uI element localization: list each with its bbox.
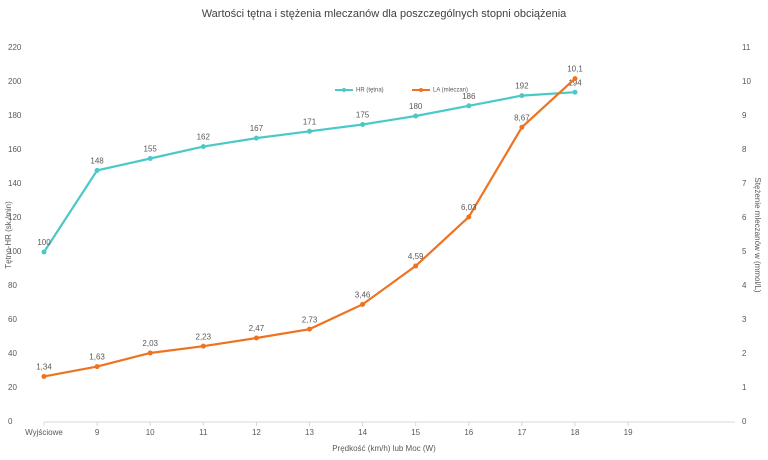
- y2-tick-label: 1: [742, 383, 747, 392]
- point: [41, 249, 47, 255]
- y2-tick-label: 0: [742, 417, 747, 426]
- data-label: 194: [568, 78, 582, 87]
- data-label: 2,73: [302, 315, 318, 324]
- data-label: 1,34: [36, 363, 52, 372]
- y-tick-label: 20: [8, 383, 17, 392]
- x-tick-label: 13: [305, 428, 314, 437]
- y-axis-title: Tętno-HR (sk./min): [4, 201, 13, 269]
- y2-axis-title: Stężenie mleczanów w (mmol/L): [753, 177, 762, 292]
- x-tick-label: 12: [252, 428, 261, 437]
- data-label: 8,67: [514, 113, 530, 122]
- data-label: 10,1: [567, 65, 583, 74]
- point: [94, 364, 100, 370]
- data-label: 148: [90, 157, 104, 166]
- data-label: 4,59: [408, 252, 424, 261]
- legend-marker: [419, 88, 423, 92]
- point: [519, 124, 525, 130]
- y2-tick-label: 10: [742, 77, 751, 86]
- data-label: 2,03: [142, 339, 158, 348]
- data-label: 6,03: [461, 203, 477, 212]
- y2-tick-label: 11: [742, 43, 751, 52]
- point: [360, 301, 366, 307]
- y-tick-label: 180: [8, 111, 22, 120]
- x-tick-label: 18: [571, 428, 580, 437]
- point: [147, 156, 153, 161]
- x-axis-title: Prędkość (km/h) lub Moc (W): [332, 444, 436, 453]
- y-tick-label: 140: [8, 179, 22, 188]
- data-label: 155: [144, 145, 158, 154]
- x-tick-label: 11: [199, 428, 208, 437]
- y2-tick-label: 7: [742, 179, 747, 188]
- x-tick-label: 10: [146, 428, 155, 437]
- legend-label: HR (tętna): [356, 88, 384, 94]
- data-label: 186: [462, 92, 476, 101]
- point: [147, 350, 153, 356]
- y-tick-label: 80: [8, 281, 17, 290]
- data-label: 1,63: [89, 353, 105, 362]
- point: [413, 263, 419, 269]
- y-tick-label: 200: [8, 77, 22, 86]
- y2-tick-label: 8: [742, 145, 747, 154]
- point: [41, 373, 47, 379]
- data-label: 100: [37, 238, 51, 247]
- y2-tick-label: 2: [742, 349, 747, 358]
- point: [466, 214, 472, 220]
- y2-tick-label: 6: [742, 213, 747, 222]
- point: [200, 144, 206, 150]
- y-tick-label: 40: [8, 349, 17, 358]
- data-label: 167: [250, 124, 264, 133]
- y-tick-label: 160: [8, 145, 22, 154]
- point: [307, 128, 312, 134]
- x-tick-label: 16: [464, 428, 473, 437]
- point: [253, 335, 259, 341]
- y2-tick-label: 4: [742, 281, 747, 290]
- y-tick-label: 220: [8, 43, 22, 52]
- point: [572, 89, 578, 95]
- legend-label: LA (mleczan): [433, 88, 468, 94]
- x-tick-label: 19: [624, 428, 633, 437]
- y2-tick-label: 3: [742, 315, 747, 324]
- legend-marker: [342, 88, 346, 92]
- data-label: 175: [356, 111, 370, 120]
- point: [307, 326, 312, 332]
- point: [253, 135, 259, 141]
- point: [519, 93, 525, 99]
- point: [360, 122, 366, 127]
- data-label: 2,47: [249, 324, 265, 333]
- point: [200, 343, 206, 349]
- point: [94, 167, 100, 173]
- data-label: 162: [197, 133, 211, 142]
- point: [413, 113, 419, 119]
- y-tick-label: 60: [8, 315, 17, 324]
- point: [466, 103, 472, 109]
- y2-tick-label: 5: [742, 247, 747, 256]
- point: [572, 76, 578, 82]
- y2-tick-label: 9: [742, 111, 747, 120]
- data-label: 180: [409, 102, 423, 111]
- y-tick-label: 120: [8, 213, 22, 222]
- x-tick-label: 17: [517, 428, 526, 437]
- x-tick-label: 14: [358, 428, 367, 437]
- data-label: 171: [303, 117, 317, 126]
- y-tick-label: 100: [8, 247, 22, 256]
- chart-title: Wartości tętna i stężenia mleczanów dla …: [202, 8, 567, 20]
- x-tick-label: Wyjściowe: [25, 428, 63, 437]
- data-label: 192: [515, 82, 529, 91]
- data-label: 2,23: [196, 332, 212, 341]
- x-tick-label: 15: [411, 428, 420, 437]
- x-tick-label: 9: [95, 428, 100, 437]
- data-label: 3,46: [355, 290, 371, 299]
- y-tick-label: 0: [8, 417, 13, 426]
